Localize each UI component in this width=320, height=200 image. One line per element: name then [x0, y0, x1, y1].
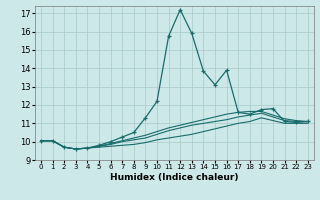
- X-axis label: Humidex (Indice chaleur): Humidex (Indice chaleur): [110, 173, 239, 182]
